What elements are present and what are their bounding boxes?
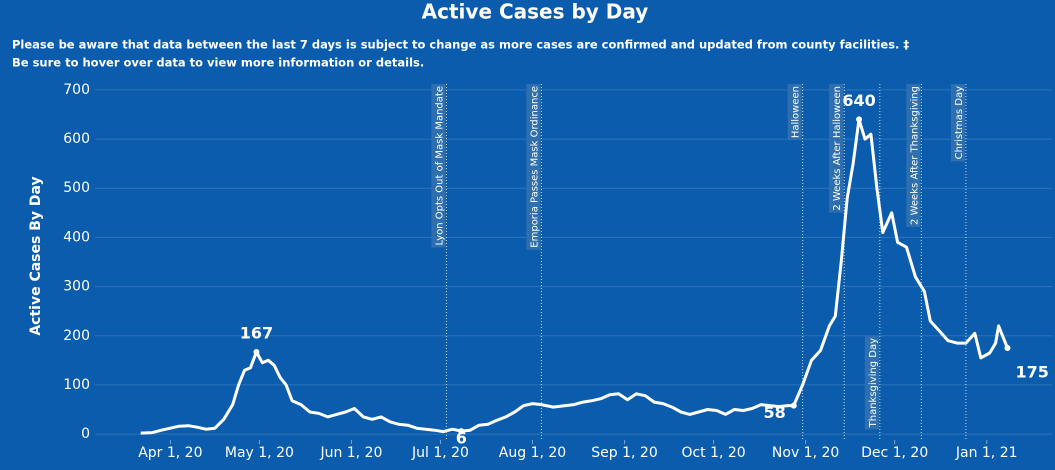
y-tick-label: 500 [63, 180, 90, 196]
data-label: 640 [842, 91, 875, 110]
event-label-bg [906, 84, 921, 227]
x-tick-label: Apr 1, 20 [138, 445, 202, 461]
event-label-bg [431, 84, 446, 248]
x-tick-label: Oct 1, 20 [681, 445, 745, 461]
x-tick-label: Jun 1, 20 [319, 445, 382, 461]
event-label: 2 Weeks After Thanksgiving [906, 84, 921, 227]
event-label-text: Emporia Passes Mask Ordinance [529, 86, 540, 248]
data-label: 167 [240, 323, 273, 342]
x-tick-label: Nov 1, 20 [772, 445, 839, 461]
event-label-text: 2 Weeks After Halloween [832, 86, 843, 211]
event-label-text: Thanksgiving Day [868, 338, 879, 428]
point-marker [1004, 345, 1011, 352]
x-tick-label: Jan 1, 21 [955, 445, 1018, 461]
data-label: 58 [763, 403, 785, 422]
subtitle: Be sure to hover over data to view more … [12, 56, 424, 70]
y-tick-label: 300 [63, 279, 90, 295]
point-marker [458, 428, 465, 435]
chart-title: Active Cases by Day [422, 0, 649, 24]
x-tick-label: Aug 1, 20 [499, 445, 566, 461]
event-label: Emporia Passes Mask Ordinance [526, 84, 541, 250]
y-tick-label: 200 [63, 328, 90, 344]
y-tick-label: 0 [81, 426, 90, 442]
point-marker [253, 348, 260, 355]
data-label: 175 [1015, 363, 1048, 382]
subtitle: Please be aware that data between the la… [12, 38, 909, 52]
event-label-bg [526, 84, 541, 250]
x-tick-label: Dec 1, 20 [861, 445, 928, 461]
data-label: 6 [456, 429, 467, 448]
x-tick-label: Jul 1, 20 [411, 445, 469, 461]
event-label: Halloween [787, 84, 802, 141]
x-tick-label: May 1, 20 [225, 445, 294, 461]
event-label-bg [864, 336, 879, 430]
y-tick-label: 600 [63, 131, 90, 147]
data-line [140, 117, 1009, 435]
event-label-text: Halloween [791, 86, 802, 138]
x-tick-label: Sep 1, 20 [591, 445, 657, 461]
event-label-text: 2 Weeks After Thanksgiving [909, 86, 920, 225]
event-label-bg [787, 84, 802, 141]
event-label: Thanksgiving Day [864, 336, 879, 430]
event-label-text: Lyon Opts Out of Mask Mandate [434, 86, 445, 245]
point-marker [856, 116, 863, 123]
y-tick-label: 700 [63, 82, 90, 98]
y-tick-label: 100 [63, 377, 90, 393]
event-label: 2 Weeks After Halloween [829, 84, 844, 213]
event-label: Lyon Opts Out of Mask Mandate [431, 84, 446, 248]
event-label-text: Christmas Day [954, 86, 965, 159]
y-axis-label: Active Cases By Day [28, 176, 44, 335]
y-tick-label: 400 [63, 229, 90, 245]
event-label: Christmas Day [950, 84, 965, 162]
event-label-bg [950, 84, 965, 162]
event-label-bg [829, 84, 844, 213]
point-marker [790, 402, 797, 409]
